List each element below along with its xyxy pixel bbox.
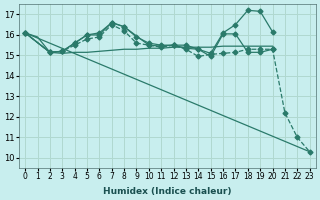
X-axis label: Humidex (Indice chaleur): Humidex (Indice chaleur) — [103, 187, 232, 196]
